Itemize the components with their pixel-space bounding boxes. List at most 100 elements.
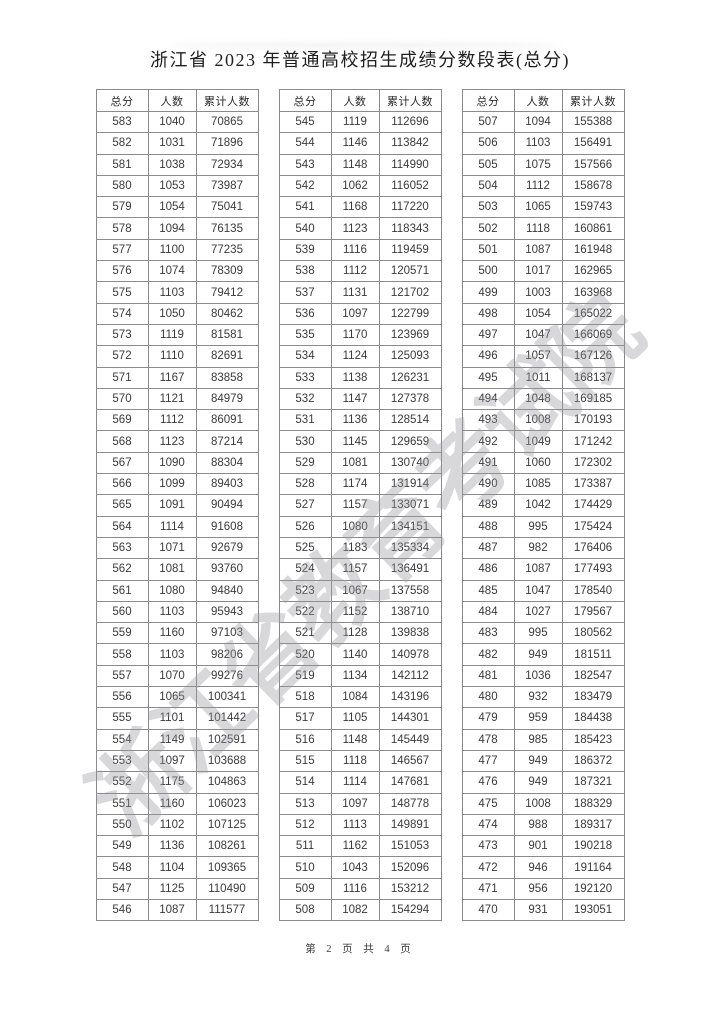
cumulative-cell: 100341: [195, 686, 259, 709]
header-row: 总分 人数 累计人数: [278, 89, 442, 112]
table-row: 500 1017 162965: [461, 260, 625, 283]
table-row: 524 1157 136491: [278, 558, 442, 581]
table-row: 523 1067 137558: [278, 579, 442, 602]
count-cell: 1125: [147, 877, 197, 900]
cumulative-cell: 70865: [195, 110, 259, 134]
count-cell: 1011: [513, 366, 563, 389]
cumulative-cell: 144301: [378, 707, 442, 730]
score-cell: 488: [461, 515, 515, 538]
cumulative-cell: 101442: [195, 707, 259, 730]
table-row: 494 1048 169185: [461, 387, 625, 411]
count-cell: 1103: [147, 600, 197, 624]
table-row: 573 1119 81581: [95, 323, 259, 347]
count-cell: 1097: [330, 792, 380, 815]
cumulative-cell: 91608: [195, 515, 259, 538]
count-cell: 1114: [147, 515, 197, 538]
score-cell: 519: [278, 664, 332, 688]
table-row: 549 1136 108261: [95, 835, 259, 858]
cumulative-cell: 116052: [378, 174, 442, 198]
score-table-left: 总分 人数 累计人数 583 1040 70865 582 1031 71896 581 1038…: [95, 89, 259, 922]
table-row: 484 1027 179567: [461, 600, 625, 624]
score-cell: 583: [95, 110, 149, 134]
table-row: 542 1062 116052: [278, 174, 442, 198]
count-cell: 949: [513, 749, 563, 773]
count-header: 人数: [513, 89, 563, 112]
table-row: 559 1160 97103: [95, 622, 259, 645]
count-cell: 1110: [147, 345, 197, 368]
count-cell: 1112: [147, 409, 197, 432]
cumulative-header: 累计人数: [195, 89, 259, 112]
count-cell: 1162: [330, 835, 380, 858]
count-cell: 1152: [330, 600, 380, 624]
table-row: 567 1090 88304: [95, 451, 259, 475]
count-cell: 1119: [147, 323, 197, 347]
count-cell: 1074: [147, 260, 197, 283]
cumulative-cell: 109365: [195, 856, 259, 879]
score-cell: 490: [461, 473, 515, 496]
table-body: 545 1119 112696 544 1146 113842 543 1148 114990 5…: [278, 110, 442, 922]
cumulative-cell: 78309: [195, 260, 259, 283]
score-cell: 499: [461, 281, 515, 304]
count-cell: 1148: [330, 153, 380, 176]
table-row: 565 1091 90494: [95, 494, 259, 517]
table-row: 580 1053 73987: [95, 174, 259, 198]
count-cell: 1017: [513, 260, 563, 283]
cumulative-cell: 142112: [378, 664, 442, 688]
count-cell: 1087: [513, 238, 563, 262]
table-row: 553 1097 103688: [95, 749, 259, 773]
table-row: 543 1148 114990: [278, 153, 442, 176]
table-row: 529 1081 130740: [278, 451, 442, 475]
table-row: 556 1065 100341: [95, 686, 259, 709]
score-cell: 551: [95, 792, 149, 815]
cumulative-cell: 104863: [195, 771, 259, 794]
cumulative-cell: 146567: [378, 749, 442, 773]
count-cell: 1168: [330, 196, 380, 219]
score-cell: 577: [95, 238, 149, 262]
cumulative-cell: 134151: [378, 515, 442, 538]
score-cell: 501: [461, 238, 515, 262]
cumulative-cell: 154294: [378, 898, 442, 922]
cumulative-cell: 127378: [378, 387, 442, 411]
score-cell: 492: [461, 430, 515, 453]
table-row: 483 995 180562: [461, 622, 625, 645]
table-row: 578 1094 76135: [95, 217, 259, 240]
count-cell: 949: [513, 643, 563, 666]
cumulative-cell: 172302: [561, 451, 625, 475]
score-cell: 548: [95, 856, 149, 879]
score-cell: 494: [461, 387, 515, 411]
score-header: 总分: [461, 89, 515, 112]
cumulative-cell: 185423: [561, 728, 625, 751]
table-row: 570 1121 84979: [95, 387, 259, 411]
count-cell: 995: [513, 515, 563, 538]
table-row: 498 1054 165022: [461, 302, 625, 325]
score-cell: 556: [95, 686, 149, 709]
cumulative-cell: 119459: [378, 238, 442, 262]
table-row: 505 1075 157566: [461, 153, 625, 176]
table-row: 496 1057 167126: [461, 345, 625, 368]
score-cell: 567: [95, 451, 149, 475]
count-cell: 959: [513, 707, 563, 730]
count-cell: 1070: [147, 664, 197, 688]
count-cell: 1112: [513, 174, 563, 198]
count-cell: 1065: [147, 686, 197, 709]
count-cell: 1160: [147, 792, 197, 815]
table-row: 572 1110 82691: [95, 345, 259, 368]
table-row: 508 1082 154294: [278, 898, 442, 922]
count-cell: 1175: [147, 771, 197, 794]
table-row: 485 1047 178540: [461, 579, 625, 602]
count-cell: 946: [513, 856, 563, 879]
cumulative-cell: 179567: [561, 600, 625, 624]
count-cell: 1105: [330, 707, 380, 730]
score-cell: 531: [278, 409, 332, 432]
cumulative-cell: 189317: [561, 813, 625, 837]
count-cell: 1003: [513, 281, 563, 304]
cumulative-cell: 122799: [378, 302, 442, 325]
cumulative-cell: 84979: [195, 387, 259, 411]
count-cell: 956: [513, 877, 563, 900]
score-cell: 520: [278, 643, 332, 666]
count-cell: 1057: [513, 345, 563, 368]
table-row: 493 1008 170193: [461, 409, 625, 432]
count-cell: 1113: [330, 813, 380, 837]
cumulative-cell: 155388: [561, 110, 625, 134]
score-cell: 555: [95, 707, 149, 730]
